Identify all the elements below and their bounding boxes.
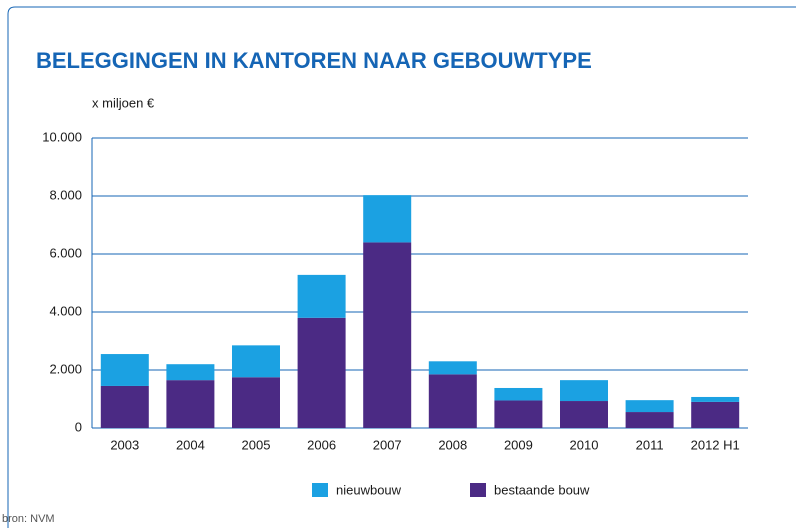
y-tick-label: 0 (75, 419, 82, 434)
x-tick-label: 2003 (110, 437, 139, 452)
x-tick-label: 2011 (636, 437, 664, 452)
y-axis-label: x miljoen € (92, 95, 155, 110)
plot: 0 2.000 4.000 6.000 8.000 10.000 2003 2004 2005 2… (42, 129, 748, 452)
y-tick-label: 10.000 (42, 129, 82, 144)
bar-segment (625, 400, 674, 413)
bar-segment (428, 374, 477, 428)
bar-segment (166, 364, 215, 381)
bar-segment (100, 385, 149, 428)
bar-segment (494, 387, 543, 401)
bar-segment (363, 242, 412, 428)
x-tick-label: 2009 (504, 437, 533, 452)
legend-swatch (470, 483, 486, 497)
x-tick-label: 2012 H1 (691, 437, 740, 452)
y-tick-label: 8.000 (49, 187, 82, 202)
bar-segment (297, 274, 346, 318)
bar-segment (494, 400, 543, 428)
chart-title: BELEGGINGEN IN KANTOREN NAAR GEBOUWTYPE (36, 48, 592, 73)
x-tick-label: 2008 (438, 437, 467, 452)
bar-segment (363, 195, 412, 243)
legend-label: bestaande bouw (494, 482, 590, 497)
legend-label: nieuwbouw (336, 482, 402, 497)
source: bron: NVM (2, 513, 55, 525)
x-tick-label: 2006 (307, 437, 336, 452)
bar-segment (232, 377, 280, 428)
bar-segment (428, 361, 477, 375)
y-tick-label: 6.000 (49, 245, 82, 260)
bar-segment (691, 401, 740, 428)
bar-segment (100, 354, 149, 386)
bar-segment (560, 380, 608, 402)
y-tick-label: 4.000 (49, 303, 82, 318)
bar-segment (625, 412, 674, 428)
frame (7, 6, 796, 528)
legend-swatch (312, 483, 328, 497)
bar-segment (560, 401, 608, 428)
y-tick-label: 2.000 (49, 361, 82, 376)
x-tick-label: 2004 (176, 437, 205, 452)
x-tick-label: 2010 (570, 437, 599, 452)
x-tick-label: 2007 (373, 437, 402, 452)
bar-segment (232, 345, 280, 378)
bar-segment (297, 317, 346, 428)
legend: nieuwbouw bestaande bouw (312, 482, 590, 497)
x-tick-label: 2005 (242, 437, 271, 452)
bar-segment (691, 396, 740, 402)
bar-segment (166, 380, 215, 428)
